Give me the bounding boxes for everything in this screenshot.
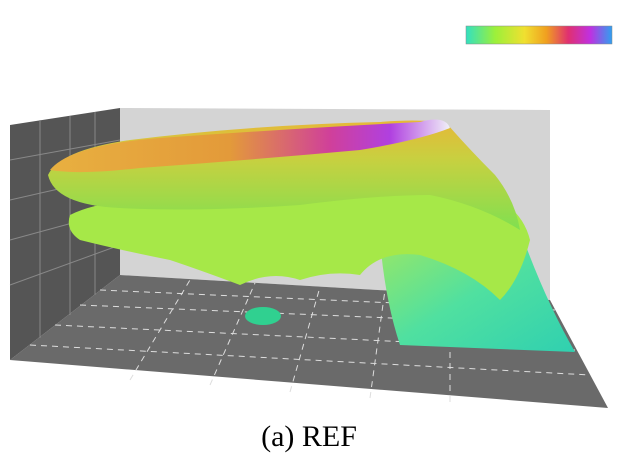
curtain	[380, 230, 575, 352]
small-blob	[245, 307, 281, 325]
caption: (a) REF	[261, 420, 357, 453]
top-surface	[50, 119, 450, 173]
lower-body	[68, 190, 530, 300]
colorbar	[465, 25, 613, 45]
